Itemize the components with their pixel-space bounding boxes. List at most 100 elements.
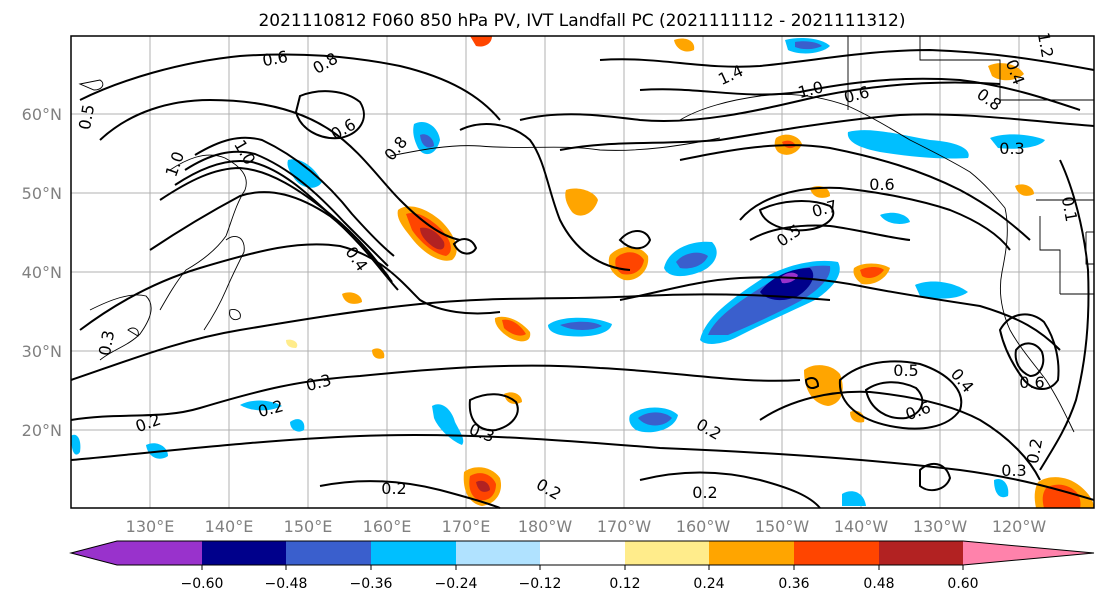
coastline-china	[89, 294, 152, 361]
contour-line	[919, 462, 952, 492]
lon-label: 180°W	[518, 517, 573, 536]
colorbar-tick-label: 0.24	[693, 576, 724, 592]
lon-label: 130°E	[126, 517, 175, 536]
contour-line	[79, 53, 501, 121]
lon-label: 130°W	[913, 517, 968, 536]
lat-label: 30°N	[22, 342, 62, 361]
island	[229, 309, 241, 321]
pv-negative-region	[760, 268, 814, 301]
coastlines	[78, 36, 1094, 433]
colorbar-extend-high	[963, 541, 1094, 565]
pv-positive-region	[850, 410, 865, 423]
colorbar-segment	[794, 541, 879, 565]
lon-label: 170°W	[597, 517, 652, 536]
pv-negative-region	[880, 212, 910, 224]
island	[127, 327, 139, 337]
contour-line	[1014, 342, 1045, 378]
lon-label: 160°E	[363, 517, 412, 536]
lat-label: 40°N	[22, 263, 62, 282]
contour-line	[294, 90, 365, 140]
colorbar-segment	[456, 541, 540, 565]
contour-line	[559, 113, 1095, 151]
contour-label: 0.3	[1001, 461, 1026, 480]
lon-labels: 130°E 140°E 150°E 160°E 170°E 180°W 170°…	[126, 517, 1047, 536]
colorbar-tick-label: −0.60	[181, 576, 224, 592]
border-state	[1085, 232, 1094, 265]
pv-positive-region	[565, 188, 598, 216]
contour-line	[998, 313, 1060, 390]
colorbar-segment	[879, 541, 963, 565]
contour-line	[758, 200, 835, 232]
pv-negative-region	[795, 41, 822, 50]
pv-positive-region	[372, 348, 385, 359]
pv-positive-region	[420, 227, 445, 250]
coastline-north-america	[999, 207, 1075, 433]
pv-positive-region	[860, 267, 884, 278]
pv-negative-region	[240, 400, 282, 411]
lon-label: 160°W	[676, 517, 731, 536]
contour-line	[70, 433, 1095, 501]
lon-label: 140°E	[205, 517, 254, 536]
colorbar-extend-low	[71, 541, 117, 565]
contour-label: 0.1	[1058, 195, 1081, 223]
colorbar-segment	[286, 541, 371, 565]
contour-line	[1039, 159, 1090, 471]
colorbar-segment	[625, 541, 709, 565]
pv-negative-region	[915, 281, 968, 299]
colorbar-tick-label: 0.36	[778, 576, 809, 592]
contour-line	[99, 98, 461, 241]
figure-title: 2021110812 F060 850 hPa PV, IVT Landfall…	[258, 11, 905, 31]
pv-positive-region	[988, 63, 1024, 81]
ivt-contours	[70, 48, 1095, 509]
contour-line	[468, 393, 519, 432]
coastline-asia	[159, 154, 247, 311]
border-state	[1039, 216, 1061, 294]
lon-label: 170°E	[442, 517, 491, 536]
contour-line	[679, 144, 1031, 241]
contour-line	[319, 480, 501, 509]
contour-line	[70, 364, 801, 421]
contour-line	[619, 276, 1061, 351]
island	[78, 79, 104, 91]
pv-positive-region	[804, 365, 843, 406]
pv-negative-region	[287, 159, 322, 188]
contour-label: 0.6	[261, 47, 289, 70]
colorbar-tick-label: 0.48	[863, 576, 894, 592]
pv-negative-region	[994, 478, 1009, 498]
contour-line	[618, 230, 652, 250]
pv-negative-region	[638, 412, 672, 426]
coastline-japan	[203, 236, 245, 331]
contour-label: 0.3	[95, 329, 118, 357]
colorbar-segment	[540, 541, 625, 565]
colorbar-segment	[202, 541, 286, 565]
pv-negative-region	[71, 434, 81, 455]
pv-negative-region	[842, 491, 866, 506]
contour-label: 0.5	[75, 103, 98, 131]
pv-positive-region	[470, 36, 492, 47]
pv-negative-region	[847, 130, 969, 159]
pv-positive-region	[476, 480, 490, 492]
contour-line	[864, 381, 924, 420]
pv-positive-region	[1042, 484, 1081, 508]
colorbar: −0.60 −0.48 −0.36 −0.24 −0.12 0.12 0.24 …	[69, 540, 1095, 592]
contour-line	[459, 123, 631, 271]
pv-negative-region	[420, 134, 434, 148]
map-frame	[70, 35, 1095, 509]
lon-label: 150°W	[755, 517, 810, 536]
contour-line	[804, 377, 820, 389]
pv-positive-region	[342, 292, 362, 304]
contour-label: 0.2	[381, 479, 406, 498]
contour-line	[639, 77, 1081, 111]
contour-label: 0.6	[1019, 373, 1044, 392]
lat-labels: 60°N 50°N 40°N 30°N 20°N	[22, 105, 62, 440]
colorbar-segment	[371, 541, 456, 565]
coastline-aleutians	[389, 137, 721, 157]
pv-negative-region	[676, 252, 708, 269]
colorbar-segment	[117, 541, 202, 565]
contour-label: 1.2	[1034, 31, 1057, 59]
contour-line	[599, 48, 1095, 71]
contour-line	[639, 471, 821, 509]
colorbar-tick-label: −0.36	[350, 576, 393, 592]
contour-line	[749, 224, 911, 241]
